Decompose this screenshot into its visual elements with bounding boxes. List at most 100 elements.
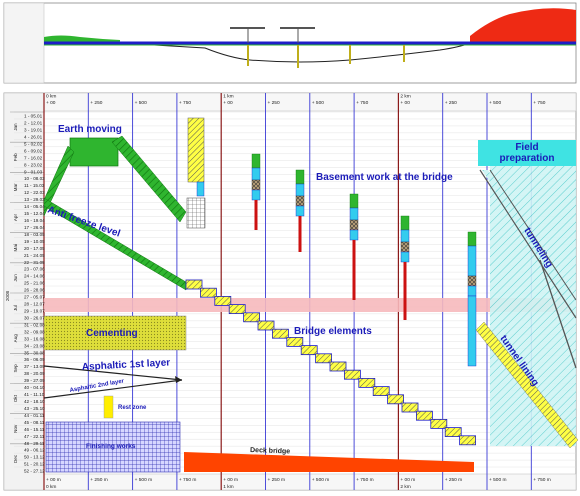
bridge-element-step	[372, 386, 390, 397]
bottom-tick-label: + 00 m	[400, 477, 415, 483]
pier-cyan-segment	[349, 229, 359, 241]
bridge-element-step	[199, 287, 217, 298]
rest-zone-block	[103, 395, 114, 419]
week-label: 49 - 06.12	[24, 448, 45, 453]
week-label: 16 - 19.04	[24, 218, 45, 223]
km-top-label: 2 km	[400, 94, 410, 100]
week-label: 19 - 10.05	[24, 239, 45, 244]
top-tick-label: + 250	[445, 100, 457, 106]
bridge-element-step	[430, 418, 448, 429]
tunnel-lining-strip	[475, 321, 579, 449]
bottom-tick-label: + 750 m	[533, 477, 550, 483]
bridge-element-step	[243, 312, 261, 323]
tunneling-line-2	[489, 169, 577, 301]
pier-cyan-extended	[467, 295, 477, 367]
earth-moving-left-arm	[43, 145, 75, 217]
week-label: 14 - 05.04	[24, 204, 45, 209]
week-label: 37 - 13.09	[24, 364, 45, 369]
top-tick-label: + 500	[312, 100, 324, 106]
cementing-label: Cementing	[86, 328, 138, 339]
field-prep-box	[478, 140, 576, 166]
month-label: Aug	[13, 334, 18, 343]
month-label: Nov	[13, 424, 18, 433]
month-label: Dec	[13, 454, 18, 463]
cementing-block	[43, 315, 187, 351]
top-tick-label: + 250	[268, 100, 280, 106]
week-label: 38 - 20.09	[24, 371, 45, 376]
deck-bridge-label: Deck bridge	[250, 447, 290, 455]
pier-red-segment	[254, 200, 258, 230]
km-top-label: 1 km	[223, 94, 233, 100]
bridge-element-step	[214, 295, 232, 306]
terrain-profile	[3, 2, 577, 84]
rest-zone-label: Rest zone	[118, 405, 147, 411]
asphalt-2-line	[43, 379, 183, 399]
bridge-element-step	[257, 320, 275, 331]
top-tick-label: + 750	[533, 100, 545, 106]
week-label: 46 - 15.11	[24, 427, 45, 432]
asphalt-1-label: Asphaltic 1st layer	[82, 357, 171, 373]
tunneling-hatch	[482, 170, 576, 316]
week-label: 35 - 30.08	[24, 350, 45, 355]
km-bottom-label: 0 km	[46, 484, 56, 490]
top-tick-label: + 00	[400, 100, 410, 106]
bridge-element-step	[271, 328, 289, 339]
bridge-element-step	[329, 361, 347, 372]
week-label: 34 - 23.08	[24, 343, 45, 348]
month-label: Sep	[13, 364, 18, 373]
bridge-element-step	[459, 435, 477, 446]
bottom-tick-label: + 750 m	[356, 477, 373, 483]
top-tick-label: + 250	[90, 100, 102, 106]
pier-cyan-segment	[467, 245, 477, 277]
basement-label: Basement work at the bridge	[316, 172, 453, 183]
bottom-tick-label: + 500 m	[312, 477, 329, 483]
earth-moving-block	[69, 137, 119, 167]
week-label: 10 - 08.03	[24, 176, 45, 181]
bottom-tick-label: + 750 m	[179, 477, 196, 483]
month-label: Okt	[13, 394, 18, 402]
bridge-element-step	[444, 427, 462, 438]
top-tick-label: + 750	[356, 100, 368, 106]
bridge-element-step	[358, 377, 376, 388]
week-label: 43 - 25.10	[24, 406, 45, 411]
month-label: Jan	[13, 123, 18, 131]
week-label: 5 - 02.02	[24, 141, 43, 146]
pier-formwork-segment	[295, 195, 305, 207]
month-label: Apr	[13, 214, 18, 222]
week-label: 11 - 15.03	[24, 183, 45, 188]
week-label: 52 - 27.12	[24, 469, 45, 474]
week-label: 51 - 20.12	[24, 462, 45, 467]
bridge-element-step	[228, 304, 246, 315]
anti-freeze-strip	[43, 197, 187, 291]
bottom-tick-label: + 250 m	[445, 477, 462, 483]
batching-grid	[186, 197, 206, 229]
km-top-label: 0 km	[46, 94, 56, 100]
bridge-element-step	[286, 336, 304, 347]
week-label: 7 - 16.02	[24, 155, 43, 160]
pier-cyan-segment	[295, 205, 305, 217]
week-label: 4 - 26.01	[24, 134, 43, 139]
month-label: Mai	[13, 244, 18, 251]
month-label: Jun	[13, 274, 18, 282]
week-label: 39 - 27.09	[24, 378, 45, 383]
finishing-block	[45, 421, 181, 473]
bridge-elements-label: Bridge elements	[294, 326, 372, 337]
week-label: 33 - 16.08	[24, 336, 45, 341]
pier-cyan-segment	[467, 285, 477, 297]
terrain-left-hill	[44, 35, 120, 43]
pier-formwork-segment	[467, 275, 477, 287]
top-tick-label: + 500	[489, 100, 501, 106]
year-label: 2008	[5, 290, 10, 301]
month-label: Feb	[13, 153, 18, 161]
week-label: 44 - 01.11	[24, 413, 45, 418]
pier-cyan-segment	[251, 167, 261, 181]
week-label: 32 - 09.08	[24, 329, 45, 334]
week-label: 45 - 08.11	[24, 420, 45, 425]
week-label: 3 - 19.01	[24, 127, 43, 132]
pier-cyan-segment	[251, 189, 261, 201]
week-label: 15 - 12.04	[24, 211, 45, 216]
week-label: 28 - 12.07	[24, 302, 45, 307]
week-label: 42 - 18.10	[24, 399, 45, 404]
bottom-tick-label: + 250 m	[90, 477, 107, 483]
